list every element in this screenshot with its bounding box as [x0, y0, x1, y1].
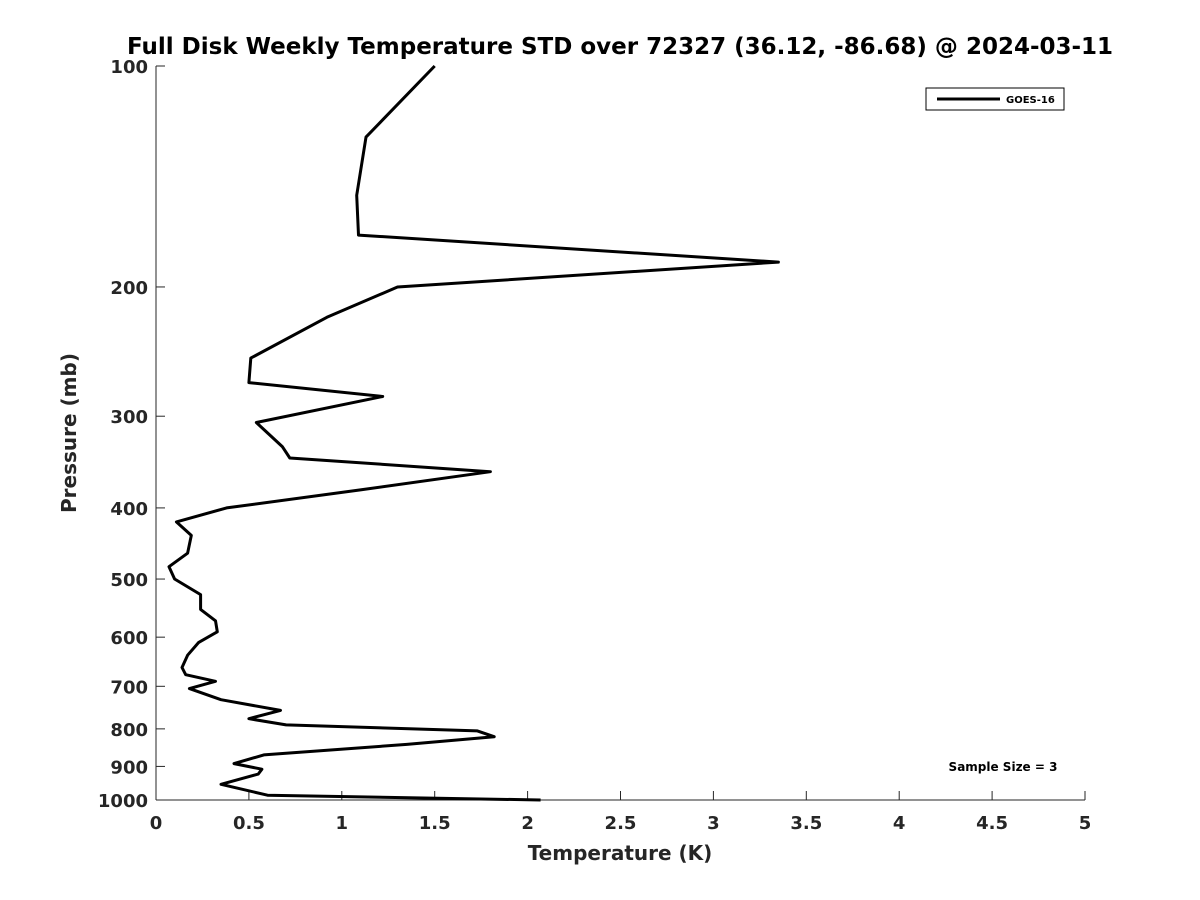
y-tick-label: 400: [110, 499, 148, 520]
x-tick-label: 4.5: [976, 813, 1008, 834]
axes: 0 0.5 1 1.5 2 2.5 3 3.5 4 4.5 5 100 200 300 400 500 600…: [98, 57, 1091, 834]
sample-size-annotation: Sample Size = 3: [949, 760, 1058, 774]
y-tick-label: 700: [110, 677, 148, 698]
x-tick-label: 3: [707, 813, 720, 834]
y-tick-label: 900: [110, 757, 148, 778]
series-line-goes-16: [167, 64, 780, 802]
y-tick-label: 600: [110, 628, 148, 649]
x-tick-label: 5: [1079, 813, 1092, 834]
x-tick-label: 3.5: [790, 813, 822, 834]
y-tick-label: 1000: [98, 791, 148, 812]
x-tick-label: 4: [893, 813, 906, 834]
x-tick-label: 1: [336, 813, 349, 834]
chart-title: Full Disk Weekly Temperature STD over 72…: [127, 34, 1113, 60]
x-tick-label: 0: [150, 813, 163, 834]
y-tick-label: 500: [110, 570, 148, 591]
x-ticks: 0 0.5 1 1.5 2 2.5 3 3.5 4 4.5 5: [150, 791, 1092, 834]
y-tick-label: 200: [110, 278, 148, 299]
legend: GOES-16: [925, 87, 1065, 111]
x-tick-label: 2.5: [605, 813, 637, 834]
y-tick-label: 100: [110, 57, 148, 78]
y-tick-label: 300: [110, 407, 148, 428]
x-tick-label: 2: [521, 813, 534, 834]
x-axis-label: Temperature (K): [528, 841, 713, 865]
x-tick-label: 1.5: [419, 813, 451, 834]
y-axis-label: Pressure (mb): [57, 353, 81, 513]
legend-label-goes-16: GOES-16: [1006, 95, 1055, 106]
x-tick-label: 0.5: [233, 813, 265, 834]
y-ticks: 100 200 300 400 500 600 700 800 900 1000: [98, 57, 165, 812]
y-tick-label: 800: [110, 720, 148, 741]
